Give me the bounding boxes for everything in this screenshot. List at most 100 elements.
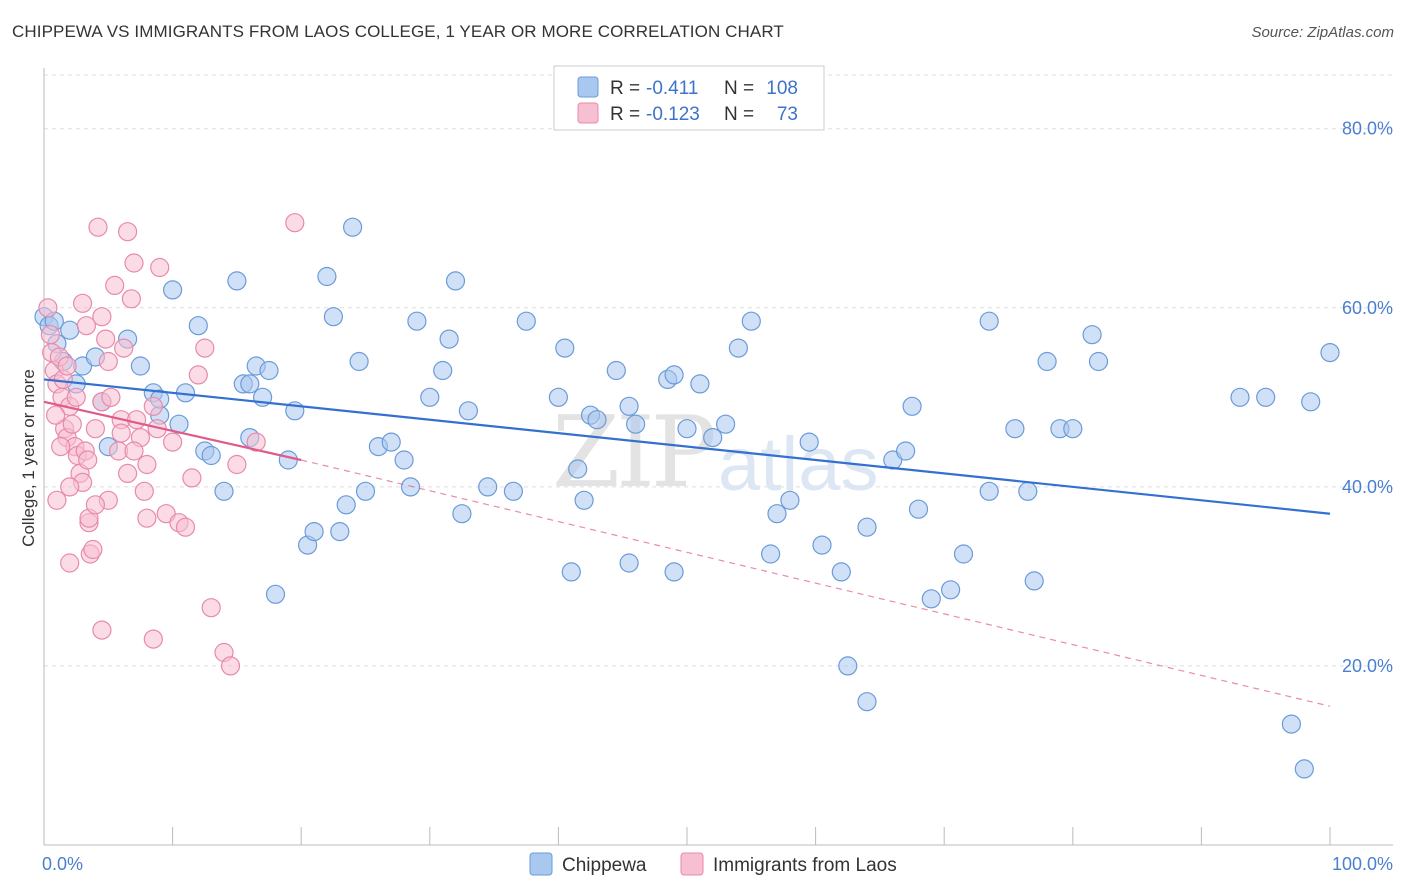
chippewa-point-37 (336, 495, 356, 515)
y-tick-labels: 20.0% 40.0% 60.0% 80.0% (1342, 119, 1393, 676)
chippewa-point-19 (188, 316, 208, 336)
chippewa-point-88 (908, 499, 929, 519)
chippewa-point-94 (1005, 419, 1025, 439)
legend-r-label-1: R = (610, 78, 640, 99)
chippewa-point-16 (163, 280, 183, 300)
laos-point-38 (134, 481, 154, 501)
y-tick-label-80: 80.0% (1342, 119, 1393, 139)
y-tick-label-20: 20.0% (1342, 656, 1393, 676)
laos-point-23 (88, 217, 108, 237)
chippewa-point-91 (953, 544, 974, 564)
legend-n-value-2: 73 (777, 104, 798, 125)
legend-n-label-1: N = (724, 78, 754, 99)
laos-point-43 (150, 257, 170, 278)
x-tick-label-min: 0.0% (42, 854, 83, 874)
laos-point-50 (195, 338, 215, 358)
chippewa-point-48 (433, 360, 453, 381)
chippewa-point-66 (625, 414, 646, 434)
laos-point-64 (66, 387, 86, 407)
chippewa-point-84 (857, 692, 877, 712)
laos-point-39 (137, 454, 157, 475)
legend-r-label-2: R = (610, 104, 640, 125)
laos-point-66 (45, 405, 66, 425)
chippewa-point-82 (838, 656, 858, 676)
bottom-legend-label-laos: Immigrants from Laos (713, 855, 897, 876)
chippewa-point-105 (1294, 759, 1314, 779)
chippewa-point-83 (857, 517, 877, 537)
axes (43, 68, 1393, 846)
laos-point-32 (114, 338, 134, 358)
chippewa-point-52 (458, 401, 478, 421)
y-tick-label-60: 60.0% (1342, 298, 1393, 318)
laos-point-72 (51, 437, 71, 457)
chippewa-point-40 (349, 351, 369, 372)
chippewa-point-89 (921, 589, 941, 609)
laos-point-49 (188, 365, 208, 385)
chippewa-point-70 (677, 419, 697, 439)
chippewa-point-44 (394, 450, 414, 470)
chippewa-point-77 (767, 504, 787, 524)
chippewa-point-43 (381, 432, 401, 452)
chippewa-point-80 (812, 535, 832, 555)
laos-point-63 (124, 441, 144, 461)
chippewa-point-78 (780, 490, 800, 510)
legend: R = -0.411 N = 108 R = -0.123 N = 73 (553, 65, 825, 131)
chippewa-point-12 (130, 356, 150, 376)
chippewa-point-68 (664, 365, 684, 385)
chippewa-point-71 (690, 374, 710, 394)
chippewa-point-56 (548, 387, 569, 407)
chippewa-point-63 (606, 360, 626, 381)
chippewa-point-64 (619, 553, 639, 573)
chippewa-point-102 (1230, 387, 1250, 407)
laos-point-21 (83, 539, 103, 560)
legend-n-label-2: N = (724, 104, 754, 125)
bottom-legend-label-chippewa: Chippewa (562, 855, 647, 876)
chippewa-points (34, 217, 1340, 779)
source-label: Source: ZipAtlas.com (1251, 24, 1394, 41)
legend-r-value-2: -0.123 (646, 104, 700, 125)
chart-title: CHIPPEWA VS IMMIGRANTS FROM LAOS COLLEGE… (12, 22, 784, 41)
chippewa-point-57 (555, 338, 575, 358)
chippewa-point-39 (343, 217, 363, 237)
chippewa-point-101 (1088, 351, 1109, 372)
y-tick-label-40: 40.0% (1342, 477, 1393, 497)
chippewa-point-107 (1301, 392, 1321, 412)
chippewa-point-36 (323, 307, 343, 327)
laos-point-60 (92, 620, 112, 640)
legend-swatch-chippewa (577, 76, 599, 98)
laos-point-54 (227, 454, 247, 475)
chippewa-point-81 (831, 562, 851, 582)
chippewa-point-62 (587, 410, 607, 430)
laos-point-51 (201, 598, 221, 618)
laos-point-35 (124, 253, 144, 273)
chippewa-point-51 (452, 504, 472, 524)
laos-point-40 (137, 508, 157, 528)
chippewa-point-106 (1320, 343, 1340, 363)
chippewa-point-69 (664, 562, 684, 582)
laos-point-69 (85, 495, 106, 515)
laos-point-34 (121, 289, 141, 309)
laos-point-67 (76, 316, 97, 336)
chippewa-point-59 (568, 459, 588, 479)
laos-point-68 (143, 629, 163, 649)
legend-r-value-1: -0.411 (646, 78, 698, 99)
laos-point-57 (60, 553, 80, 573)
laos-point-11 (62, 414, 82, 434)
laos-point-22 (85, 419, 106, 439)
laos-point-36 (127, 410, 147, 430)
chippewa-point-38 (330, 521, 350, 542)
chippewa-point-47 (420, 387, 440, 407)
laos-trend-extension (301, 459, 1331, 707)
legend-box (553, 65, 825, 131)
laos-point-48 (182, 468, 202, 488)
chippewa-point-60 (574, 490, 594, 510)
laos-point-1 (40, 325, 61, 345)
laos-point-55 (246, 432, 266, 452)
chippewa-point-86 (895, 441, 916, 461)
bottom-legend: Chippewa Immigrants from Laos (529, 852, 897, 876)
chippewa-point-30 (265, 584, 286, 604)
chippewa-point-99 (1063, 419, 1083, 439)
chippewa-point-95 (1018, 481, 1038, 501)
chippewa-point-104 (1281, 714, 1302, 734)
